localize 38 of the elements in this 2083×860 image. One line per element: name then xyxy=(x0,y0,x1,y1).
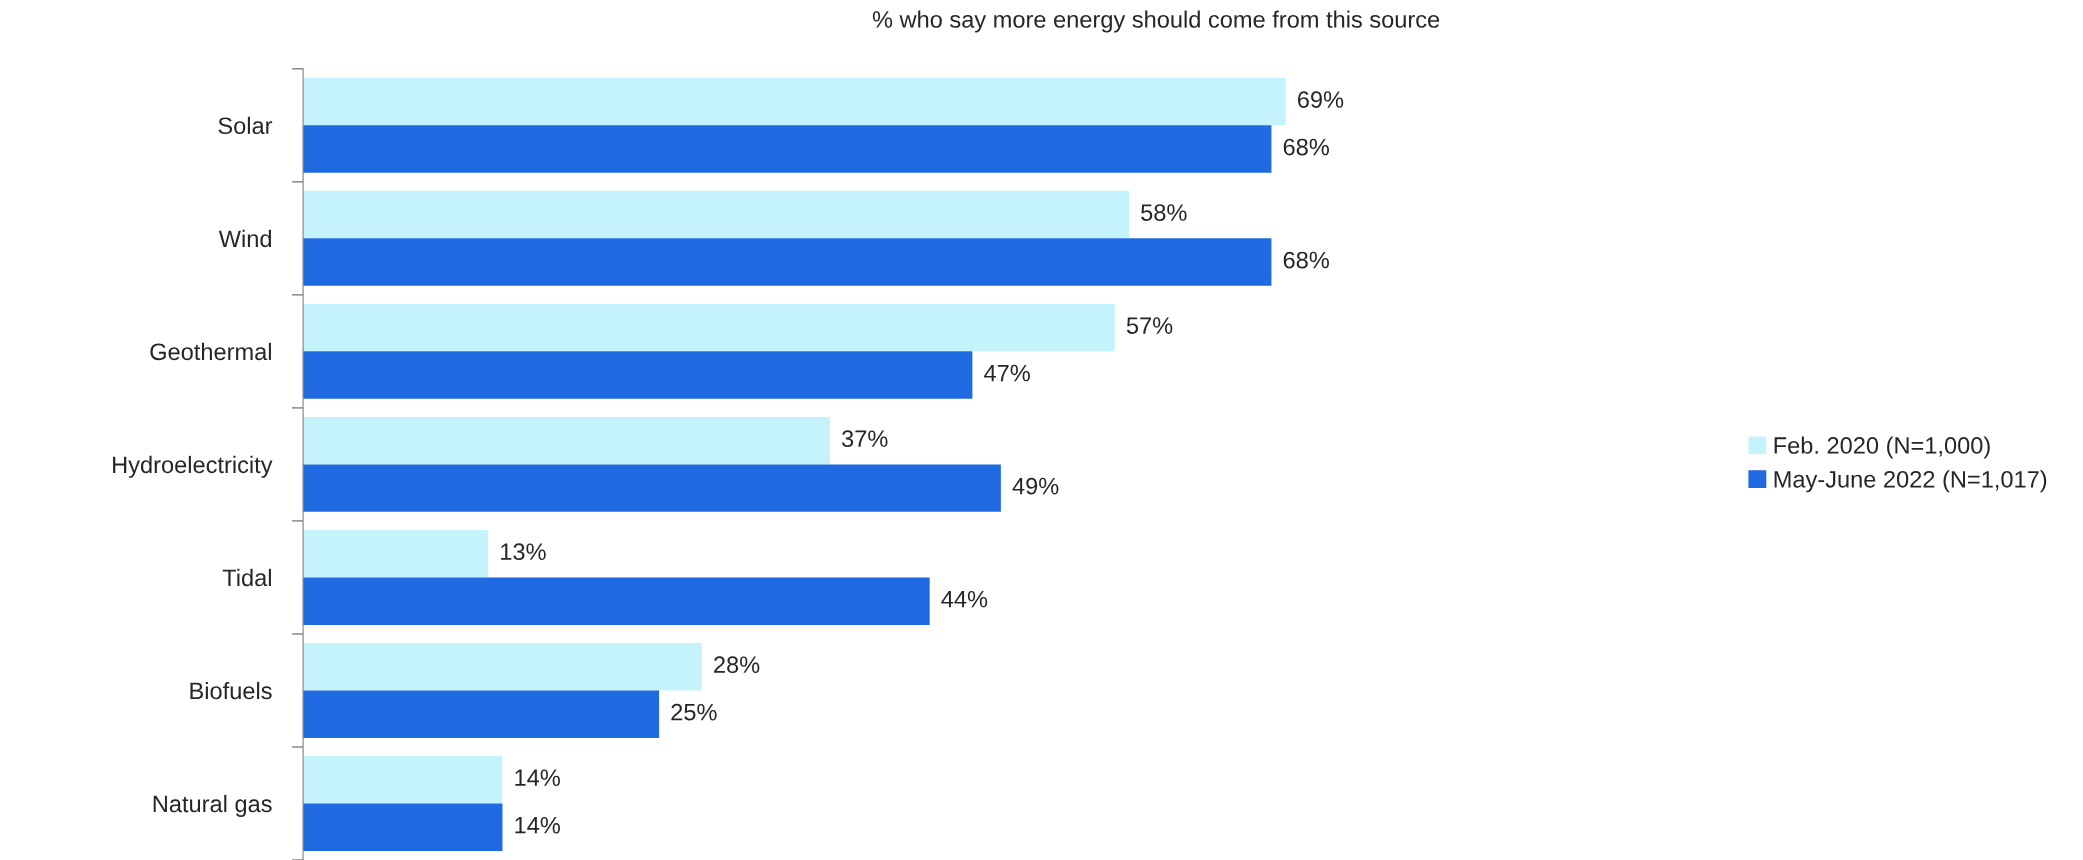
data-label: 28% xyxy=(714,656,760,674)
y-tick-label: Tidal xyxy=(222,568,271,587)
bar xyxy=(303,577,930,625)
data-label: 37% xyxy=(841,430,888,447)
y-tick-label: Solar xyxy=(218,116,273,135)
data-label: 68% xyxy=(1283,138,1329,156)
data-label: 68% xyxy=(1283,251,1329,269)
y-tick-label: Biofuels xyxy=(190,681,272,700)
legend-label: Feb. 2020 (N=1,000) xyxy=(1774,436,1990,459)
y-tick-label: Natural gas xyxy=(153,794,272,817)
data-label: 69% xyxy=(1297,91,1344,108)
data-label: 49% xyxy=(1012,477,1059,495)
bar xyxy=(303,125,1272,173)
data-label: 47% xyxy=(984,364,1030,382)
data-label: 25% xyxy=(671,703,717,721)
bar xyxy=(303,238,1272,286)
bar xyxy=(303,416,830,465)
bar xyxy=(303,77,1286,126)
bar xyxy=(303,756,503,804)
bar xyxy=(303,464,1001,512)
bar xyxy=(303,351,973,399)
data-label: 57% xyxy=(1126,317,1173,334)
bar xyxy=(303,190,1130,239)
bar xyxy=(303,529,489,578)
data-label: 13% xyxy=(501,543,546,561)
data-label: 14% xyxy=(515,816,560,834)
y-tick-label: Hydroelectricity xyxy=(113,455,273,478)
bar xyxy=(303,303,1115,352)
y-tick-label: Wind xyxy=(218,229,271,248)
data-label: 44% xyxy=(941,590,988,608)
legend-label: May-June 2022 (N=1,017) xyxy=(1774,470,2047,493)
data-label: 14% xyxy=(515,769,560,786)
y-tick-label: Geothermal xyxy=(150,342,271,361)
data-label: 58% xyxy=(1141,204,1187,221)
bar xyxy=(303,803,503,851)
chart-title: % who say more energy should come from this source xyxy=(872,10,1440,33)
bar xyxy=(303,690,660,738)
bar xyxy=(303,642,702,691)
